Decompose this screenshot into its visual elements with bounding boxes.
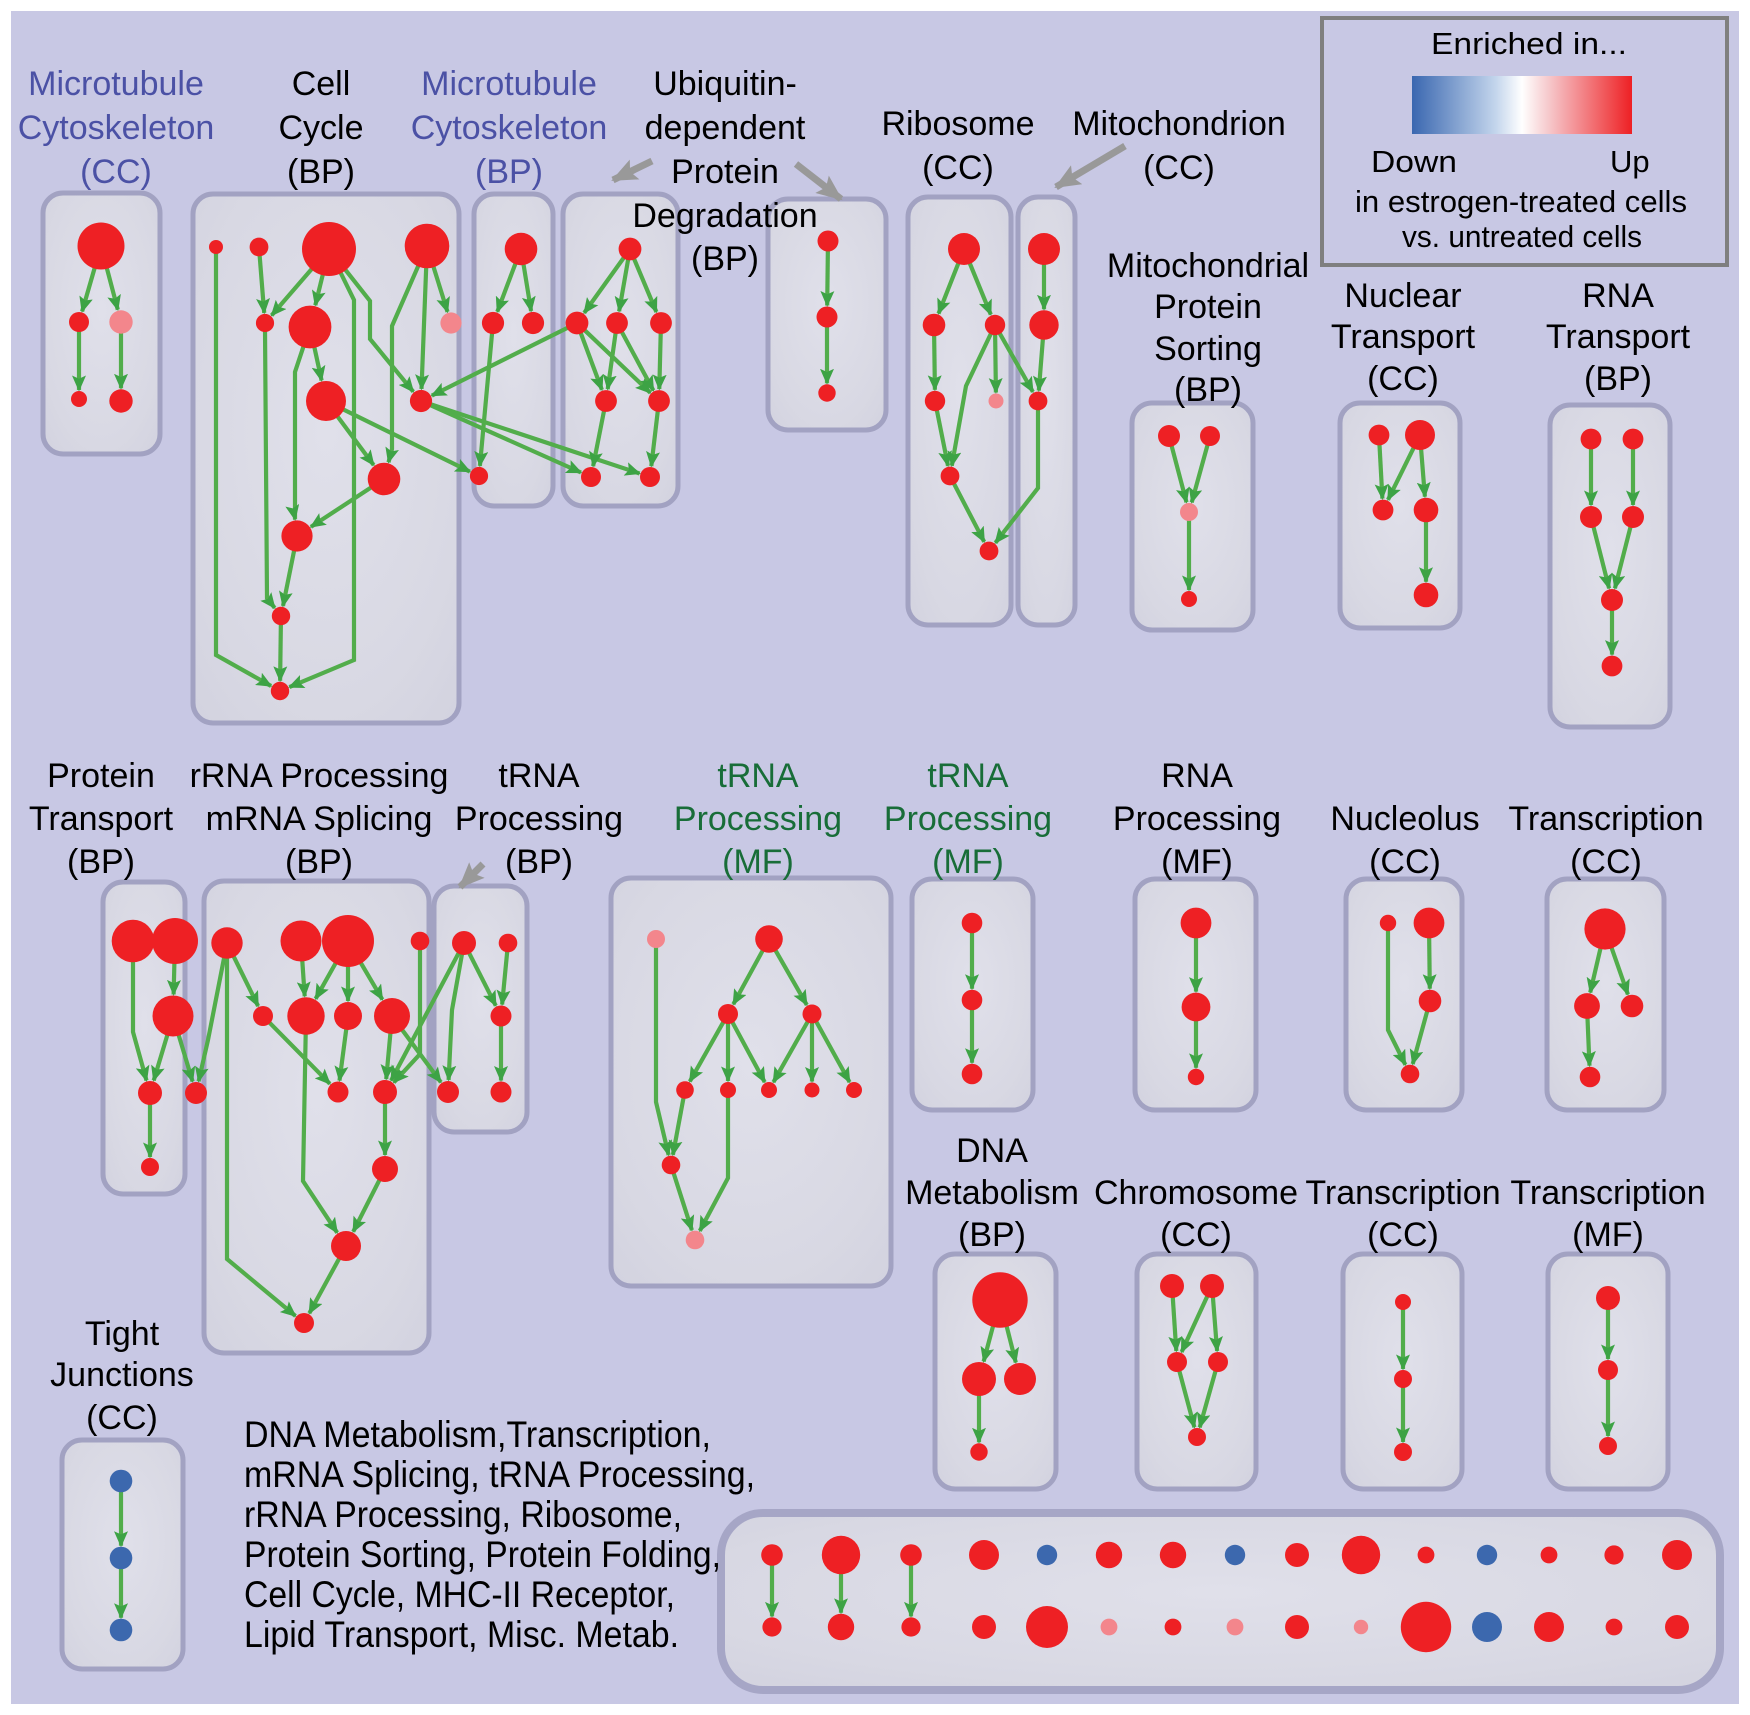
- svg-text:Ubiquitin-: Ubiquitin-: [653, 65, 797, 103]
- svg-text:Transport: Transport: [1331, 318, 1476, 356]
- svg-text:(CC): (CC): [86, 1399, 158, 1437]
- svg-text:in estrogen-treated cells: in estrogen-treated cells: [1355, 184, 1687, 219]
- svg-text:Cycle: Cycle: [278, 109, 363, 147]
- svg-text:Protein: Protein: [671, 153, 779, 191]
- svg-text:(BP): (BP): [67, 843, 135, 881]
- svg-text:(BP): (BP): [287, 153, 355, 191]
- svg-text:dependent: dependent: [645, 109, 806, 147]
- svg-text:rRNA Processing, Ribosome,: rRNA Processing, Ribosome,: [244, 1494, 682, 1535]
- svg-text:mRNA Splicing: mRNA Splicing: [206, 800, 433, 838]
- svg-text:Metabolism: Metabolism: [905, 1174, 1079, 1212]
- svg-text:Protein: Protein: [47, 757, 155, 795]
- svg-text:Junctions: Junctions: [50, 1356, 194, 1394]
- svg-text:(MF): (MF): [722, 843, 794, 881]
- svg-text:Ribosome: Ribosome: [881, 105, 1034, 143]
- svg-text:Mitochondrion: Mitochondrion: [1072, 105, 1286, 143]
- svg-text:Microtubule: Microtubule: [421, 65, 597, 103]
- svg-text:(CC): (CC): [1367, 1216, 1439, 1254]
- svg-text:Processing: Processing: [455, 800, 623, 838]
- svg-text:(CC): (CC): [80, 153, 152, 191]
- svg-text:mRNA Splicing, tRNA Processing: mRNA Splicing, tRNA Processing,: [244, 1454, 755, 1495]
- svg-text:(MF): (MF): [932, 843, 1004, 881]
- svg-text:(CC): (CC): [1369, 843, 1441, 881]
- svg-text:RNA: RNA: [1161, 757, 1233, 795]
- svg-text:tRNA: tRNA: [717, 757, 799, 795]
- svg-text:Microtubule: Microtubule: [28, 65, 204, 103]
- svg-text:DNA: DNA: [956, 1132, 1028, 1170]
- svg-text:(CC): (CC): [1367, 360, 1439, 398]
- svg-text:Cell: Cell: [292, 65, 351, 103]
- svg-text:Protein: Protein: [1154, 288, 1262, 326]
- svg-text:Transcription: Transcription: [1510, 1174, 1705, 1212]
- svg-text:Tight: Tight: [85, 1315, 160, 1353]
- svg-text:Transcription: Transcription: [1508, 800, 1703, 838]
- svg-text:Lipid Transport, Misc. Metab.: Lipid Transport, Misc. Metab.: [244, 1614, 679, 1655]
- svg-text:(CC): (CC): [1143, 149, 1215, 187]
- svg-text:Cytoskeleton: Cytoskeleton: [18, 109, 215, 147]
- svg-text:Nuclear: Nuclear: [1344, 277, 1461, 315]
- svg-text:tRNA: tRNA: [498, 757, 580, 795]
- svg-text:(CC): (CC): [922, 149, 994, 187]
- svg-text:(BP): (BP): [691, 240, 759, 278]
- svg-text:RNA: RNA: [1582, 277, 1654, 315]
- svg-text:Processing: Processing: [884, 800, 1052, 838]
- svg-text:(MF): (MF): [1572, 1216, 1644, 1254]
- svg-text:(BP): (BP): [475, 153, 543, 191]
- svg-text:Sorting: Sorting: [1154, 330, 1262, 368]
- svg-text:Processing: Processing: [674, 800, 842, 838]
- svg-text:(MF): (MF): [1161, 843, 1233, 881]
- svg-text:(BP): (BP): [958, 1216, 1026, 1254]
- svg-text:Transport: Transport: [1546, 318, 1691, 356]
- svg-text:Cytoskeleton: Cytoskeleton: [411, 109, 608, 147]
- svg-text:Enriched in...: Enriched in...: [1431, 26, 1627, 61]
- svg-text:Transcription: Transcription: [1305, 1174, 1500, 1212]
- svg-text:(BP): (BP): [285, 843, 353, 881]
- svg-text:tRNA: tRNA: [927, 757, 1009, 795]
- svg-text:Protein Sorting, Protein Foldi: Protein Sorting, Protein Folding,: [244, 1534, 721, 1575]
- svg-text:Cell Cycle, MHC-II Receptor,: Cell Cycle, MHC-II Receptor,: [244, 1574, 675, 1615]
- svg-text:Down: Down: [1371, 144, 1457, 179]
- svg-text:Transport: Transport: [29, 800, 174, 838]
- svg-text:(BP): (BP): [505, 843, 573, 881]
- svg-text:vs. untreated cells: vs. untreated cells: [1402, 219, 1642, 254]
- svg-text:Processing: Processing: [1113, 800, 1281, 838]
- svg-text:Chromosome: Chromosome: [1094, 1174, 1298, 1212]
- svg-text:Degradation: Degradation: [632, 197, 817, 235]
- svg-text:(BP): (BP): [1584, 360, 1652, 398]
- svg-text:Up: Up: [1610, 144, 1650, 179]
- svg-text:(BP): (BP): [1174, 371, 1242, 409]
- svg-text:rRNA Processing: rRNA Processing: [190, 757, 449, 795]
- svg-text:(CC): (CC): [1160, 1216, 1232, 1254]
- svg-text:Nucleolus: Nucleolus: [1330, 800, 1479, 838]
- svg-text:DNA Metabolism,Transcription,: DNA Metabolism,Transcription,: [244, 1414, 711, 1455]
- svg-text:(CC): (CC): [1570, 843, 1642, 881]
- svg-text:Mitochondrial: Mitochondrial: [1107, 247, 1309, 285]
